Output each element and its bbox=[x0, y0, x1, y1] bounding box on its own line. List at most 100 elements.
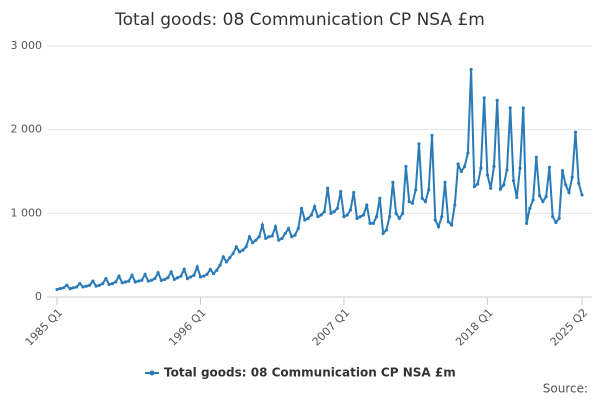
point bbox=[267, 235, 271, 239]
point bbox=[192, 273, 196, 277]
point bbox=[404, 164, 408, 169]
point bbox=[365, 203, 369, 207]
point bbox=[273, 225, 278, 229]
point bbox=[257, 235, 261, 239]
point bbox=[521, 106, 525, 110]
point bbox=[449, 223, 454, 227]
point bbox=[381, 231, 385, 236]
point bbox=[65, 283, 69, 287]
point bbox=[211, 271, 216, 276]
point bbox=[459, 169, 463, 174]
point bbox=[524, 221, 529, 225]
point bbox=[573, 130, 578, 134]
point bbox=[384, 228, 388, 232]
point bbox=[244, 245, 248, 249]
point bbox=[436, 225, 441, 229]
point bbox=[463, 164, 467, 169]
point bbox=[433, 218, 437, 222]
point bbox=[195, 265, 199, 269]
point bbox=[218, 263, 222, 267]
point bbox=[560, 169, 565, 173]
point bbox=[156, 271, 160, 275]
point bbox=[446, 220, 450, 224]
x-tick-label: 1985 Q1 bbox=[23, 306, 66, 349]
series-line bbox=[56, 69, 583, 291]
point bbox=[280, 236, 284, 241]
point bbox=[511, 179, 516, 183]
point bbox=[577, 181, 581, 185]
point bbox=[388, 215, 392, 219]
point bbox=[547, 165, 551, 169]
legend-label: Total goods: 08 Communication CP NSA £m bbox=[164, 366, 456, 380]
point bbox=[528, 206, 532, 210]
point bbox=[198, 275, 203, 279]
point bbox=[270, 234, 274, 238]
x-tick-label: 2018 Q1 bbox=[453, 306, 496, 349]
point bbox=[427, 188, 431, 192]
x-tick-label: 1996 Q1 bbox=[166, 306, 209, 349]
point bbox=[469, 67, 473, 72]
point bbox=[107, 282, 111, 287]
point bbox=[97, 283, 101, 287]
point bbox=[117, 274, 121, 278]
point bbox=[361, 213, 366, 217]
point bbox=[293, 233, 297, 237]
point bbox=[313, 205, 317, 209]
point bbox=[505, 168, 509, 172]
chart-title: Total goods: 08 Communication CP NSA £m bbox=[114, 10, 485, 30]
point bbox=[84, 284, 88, 288]
point bbox=[123, 280, 128, 284]
point bbox=[472, 184, 476, 189]
point bbox=[443, 180, 447, 184]
point bbox=[371, 221, 375, 225]
point bbox=[179, 274, 183, 278]
point bbox=[159, 278, 163, 282]
point bbox=[557, 216, 561, 220]
point bbox=[74, 285, 79, 289]
point bbox=[420, 196, 424, 200]
point bbox=[345, 213, 349, 217]
point bbox=[260, 223, 265, 227]
point bbox=[544, 195, 548, 199]
point bbox=[94, 284, 98, 288]
x-tick-label: 2007 Q1 bbox=[310, 306, 353, 349]
point bbox=[355, 216, 359, 220]
point bbox=[567, 190, 571, 195]
y-tick-label: 1 000 bbox=[11, 206, 43, 219]
point bbox=[495, 98, 499, 102]
y-tick-label: 3 000 bbox=[11, 39, 43, 52]
point bbox=[81, 285, 85, 289]
point bbox=[189, 275, 193, 279]
point bbox=[169, 270, 173, 274]
point bbox=[485, 173, 490, 177]
point bbox=[238, 250, 242, 254]
point bbox=[348, 208, 353, 212]
source-label: Source: bbox=[543, 382, 588, 396]
point bbox=[140, 278, 144, 282]
point bbox=[332, 210, 336, 214]
y-tick-label: 0 bbox=[35, 290, 42, 303]
point bbox=[231, 251, 235, 256]
point bbox=[417, 142, 421, 146]
point bbox=[374, 215, 379, 219]
point bbox=[247, 235, 251, 239]
point bbox=[303, 218, 307, 222]
point bbox=[358, 215, 362, 219]
point bbox=[414, 188, 418, 192]
point bbox=[319, 213, 323, 217]
point bbox=[120, 281, 124, 285]
point bbox=[456, 162, 460, 166]
point bbox=[88, 283, 92, 287]
point bbox=[401, 211, 405, 215]
point bbox=[326, 186, 330, 190]
point bbox=[176, 276, 180, 280]
x-tick-label: 2025 Q2 bbox=[548, 306, 591, 349]
point bbox=[335, 206, 340, 210]
point bbox=[71, 286, 75, 290]
point bbox=[296, 226, 300, 230]
point bbox=[378, 196, 382, 200]
point bbox=[397, 216, 401, 220]
point bbox=[466, 151, 470, 155]
point bbox=[541, 200, 545, 204]
point bbox=[538, 194, 542, 198]
